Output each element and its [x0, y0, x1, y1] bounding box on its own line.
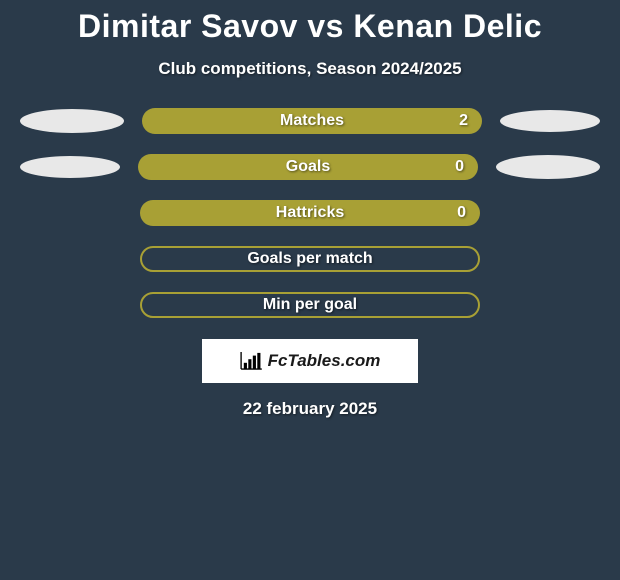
- page-title: Dimitar Savov vs Kenan Delic: [0, 8, 620, 45]
- stat-bar: Goals 0: [138, 154, 478, 180]
- stat-value: 2: [459, 112, 468, 130]
- player-right-marker: [496, 155, 600, 179]
- comparison-infographic: Dimitar Savov vs Kenan Delic Club compet…: [0, 0, 620, 419]
- stat-row: Matches 2: [0, 107, 620, 135]
- stat-value: 0: [455, 158, 464, 176]
- stat-bar: Goals per match: [140, 246, 480, 272]
- stat-row: Hattricks 0: [0, 199, 620, 227]
- stat-bar: Min per goal: [140, 292, 480, 318]
- stat-label: Hattricks: [276, 204, 344, 222]
- page-subtitle: Club competitions, Season 2024/2025: [0, 59, 620, 79]
- stat-bar: Hattricks 0: [140, 200, 480, 226]
- stat-row: Min per goal: [0, 291, 620, 319]
- branding-text: FcTables.com: [268, 351, 381, 371]
- branding-box: FcTables.com: [202, 339, 418, 383]
- stat-label: Goals: [286, 158, 330, 176]
- stat-value: 0: [457, 204, 466, 222]
- chart-icon: [240, 352, 262, 370]
- stat-row: Goals per match: [0, 245, 620, 273]
- player-left-marker: [20, 156, 120, 178]
- footer-date: 22 february 2025: [0, 399, 620, 419]
- stat-label: Goals per match: [247, 250, 372, 268]
- stat-bar: Matches 2: [142, 108, 482, 134]
- stat-label: Matches: [280, 112, 344, 130]
- stat-row: Goals 0: [0, 153, 620, 181]
- player-right-marker: [500, 110, 600, 132]
- stats-container: Matches 2 Goals 0 Hattricks 0 Goals per match M…: [0, 107, 620, 319]
- stat-label: Min per goal: [263, 296, 357, 314]
- player-left-marker: [20, 109, 124, 133]
